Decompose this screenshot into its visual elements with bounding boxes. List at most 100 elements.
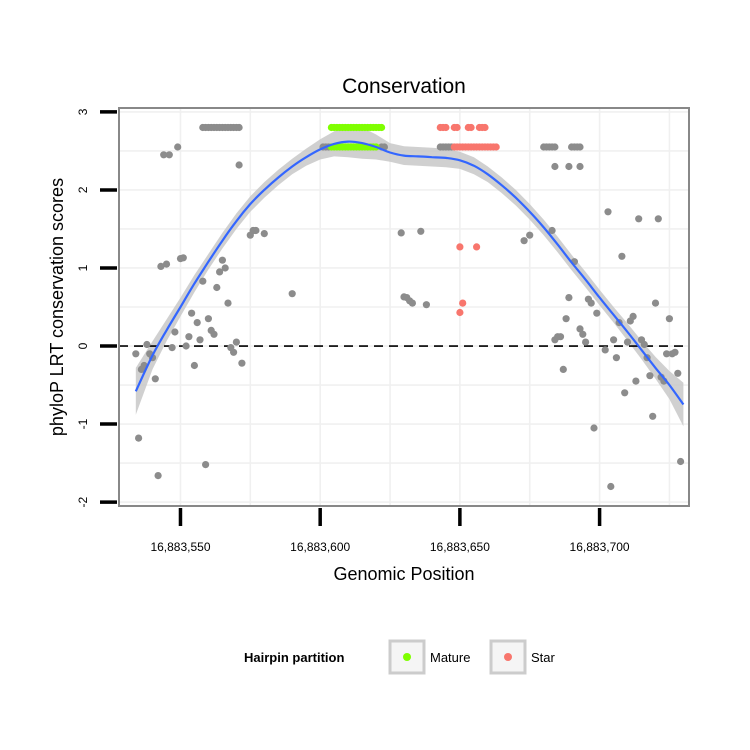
point-other — [202, 461, 210, 469]
legend-dot-star — [504, 653, 512, 661]
point-other — [635, 215, 643, 223]
point-other — [649, 412, 657, 420]
x-axis: 16,883,550 16,883,600 16,883,650 16,883,700 — [150, 508, 630, 554]
point-other — [204, 315, 212, 323]
point-other — [238, 359, 246, 367]
point-other — [188, 309, 196, 317]
point-other — [213, 283, 221, 292]
point-star — [456, 243, 464, 251]
plot-panel — [118, 107, 690, 507]
point-other — [654, 215, 662, 223]
plot-border — [118, 107, 690, 507]
point-other — [562, 315, 570, 323]
x-axis-title: Genomic Position — [333, 564, 474, 584]
legend: Hairpin partition Mature Star — [244, 639, 556, 675]
legend-label-mature: Mature — [430, 650, 470, 665]
grid-lines — [119, 108, 689, 506]
point-other — [640, 340, 648, 349]
x-tick-label: 16,883,550 — [150, 540, 210, 554]
point-other — [576, 143, 584, 151]
point-star — [456, 308, 464, 317]
point-star — [481, 123, 489, 132]
point-other — [612, 354, 621, 362]
point-star — [459, 299, 467, 307]
point-other — [621, 389, 629, 397]
y-tick-label: 0 — [76, 342, 90, 349]
x-tick-label: 16,883,700 — [570, 540, 630, 554]
point-other — [288, 290, 296, 298]
point-other — [151, 375, 159, 383]
point-other — [252, 226, 260, 235]
point-other — [526, 231, 534, 239]
point-other — [520, 237, 528, 245]
point-other — [182, 342, 190, 350]
point-star — [467, 123, 475, 132]
point-other — [235, 161, 243, 169]
legend-title: Hairpin partition — [244, 650, 344, 665]
point-other — [559, 365, 567, 373]
series-other — [132, 123, 685, 491]
legend-key-box-mature — [388, 639, 426, 675]
point-other — [168, 344, 176, 352]
point-other — [232, 338, 240, 346]
point-other — [579, 330, 587, 338]
point-other — [671, 348, 679, 356]
point-other — [417, 227, 425, 235]
point-other — [674, 369, 682, 377]
y-tick-label: 2 — [76, 186, 90, 193]
point-other — [551, 162, 559, 171]
point-other — [565, 162, 573, 171]
point-other — [230, 348, 238, 356]
y-tick-label: -1 — [76, 418, 90, 429]
point-other — [185, 333, 193, 341]
legend-entry-mature: Mature — [388, 639, 470, 675]
point-other — [199, 277, 207, 285]
point-other — [190, 361, 198, 370]
point-other — [193, 319, 201, 327]
smooth-trend-line — [134, 140, 685, 406]
point-other — [154, 472, 162, 480]
point-star — [442, 123, 450, 132]
point-other — [224, 299, 232, 307]
point-other — [618, 252, 626, 260]
y-tick-label: 3 — [76, 108, 90, 115]
point-other — [551, 143, 559, 151]
point-other — [157, 262, 165, 270]
point-other — [408, 299, 416, 307]
point-other — [556, 333, 565, 341]
point-other — [590, 424, 598, 432]
point-other — [548, 226, 556, 235]
point-other — [235, 123, 243, 132]
point-other — [135, 434, 143, 442]
point-other — [397, 229, 405, 237]
point-mature — [378, 123, 386, 132]
data-points — [132, 123, 685, 491]
point-other — [632, 377, 640, 385]
point-star — [473, 243, 481, 251]
x-tick-label: 16,883,650 — [430, 540, 490, 554]
point-other — [160, 151, 168, 159]
y-tick-label: 1 — [76, 264, 90, 271]
point-other — [132, 350, 140, 358]
point-other — [143, 340, 151, 349]
point-other — [260, 230, 268, 238]
legend-entry-star: Star — [489, 639, 556, 675]
series-mature — [327, 123, 386, 151]
point-other — [221, 264, 229, 272]
y-tick-label: -2 — [76, 496, 90, 507]
point-other — [677, 457, 685, 466]
point-other — [663, 350, 671, 358]
point-other — [582, 338, 590, 346]
legend-key-box-star — [489, 639, 527, 675]
point-star — [453, 123, 461, 132]
point-other — [174, 143, 182, 151]
y-axis-title: phyloP LRT conservation scores — [47, 178, 67, 436]
legend-dot-mature — [403, 653, 411, 661]
point-other — [216, 268, 224, 276]
point-other — [162, 260, 171, 268]
legend-label-star: Star — [531, 650, 556, 665]
point-other — [196, 336, 204, 344]
point-other — [587, 299, 595, 307]
point-other — [218, 256, 226, 264]
